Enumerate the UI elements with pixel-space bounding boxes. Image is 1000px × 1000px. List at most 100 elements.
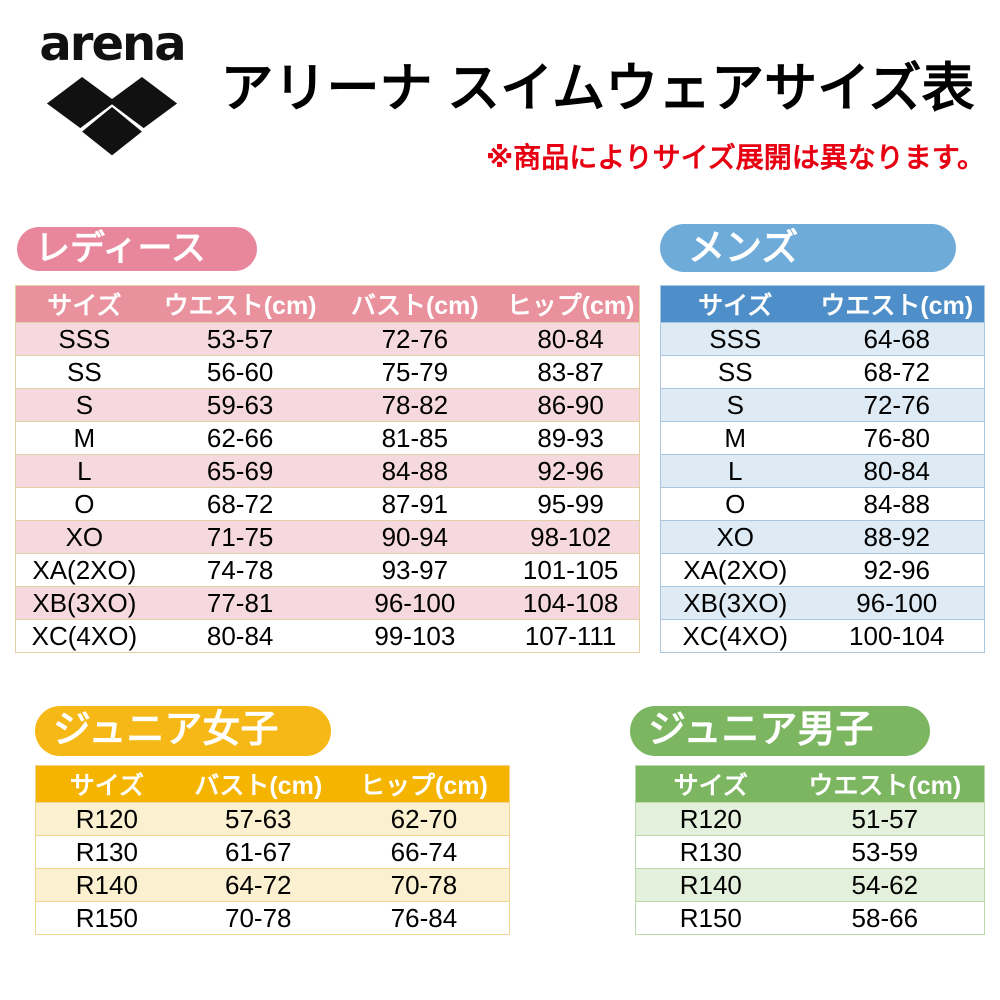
table-cell: 81-85 <box>327 421 503 455</box>
table-cell: XC(4XO) <box>660 619 810 653</box>
table-cell: 93-97 <box>327 553 503 587</box>
table-cell: R150 <box>635 901 786 935</box>
table-row: XC(4XO) 80-84 99-103 107-111 <box>15 619 640 653</box>
column-header: ウエスト(cm) <box>809 285 985 323</box>
table-cell: M <box>660 421 810 455</box>
column-header: サイズ <box>660 285 810 323</box>
table-row: XO 88-92 <box>660 520 985 554</box>
table-cell: SSS <box>15 322 153 356</box>
table-cell: 59-63 <box>152 388 328 422</box>
ladies-badge: レディース <box>17 227 257 271</box>
table-cell: 51-57 <box>785 802 985 836</box>
table-cell: SS <box>15 355 153 389</box>
column-header: ウエスト(cm) <box>785 765 985 803</box>
table-row: M 76-80 <box>660 421 985 455</box>
table-cell: 96-100 <box>809 586 985 620</box>
ladies-size-table: サイズ ウエスト(cm) バスト(cm) ヒップ(cm) SSS 53-57 72-76 80… <box>15 285 640 653</box>
table-cell: 71-75 <box>152 520 328 554</box>
table-row: R150 70-78 76-84 <box>35 901 510 935</box>
table-cell: XB(3XO) <box>660 586 810 620</box>
table-row: R120 57-63 62-70 <box>35 802 510 836</box>
table-cell: 101-105 <box>502 553 640 587</box>
table-cell: 99-103 <box>327 619 503 653</box>
table-cell: S <box>15 388 153 422</box>
table-cell: 104-108 <box>502 586 640 620</box>
table-cell: 84-88 <box>327 454 503 488</box>
table-cell: 57-63 <box>177 802 339 836</box>
junior-boys-size-table: サイズ ウエスト(cm) R120 51-57 R130 53-59 R140 54-62 R1… <box>635 765 985 935</box>
table-cell: XB(3XO) <box>15 586 153 620</box>
table-cell: 74-78 <box>152 553 328 587</box>
table-cell: R130 <box>635 835 786 869</box>
table-cell: R140 <box>635 868 786 902</box>
table-cell: XC(4XO) <box>15 619 153 653</box>
table-cell: 98-102 <box>502 520 640 554</box>
table-cell: 72-76 <box>327 322 503 356</box>
table-row: L 65-69 84-88 92-96 <box>15 454 640 488</box>
table-cell: SSS <box>660 322 810 356</box>
table-cell: 89-93 <box>502 421 640 455</box>
table-cell: 107-111 <box>502 619 640 653</box>
table-row: XB(3XO) 96-100 <box>660 586 985 620</box>
table-cell: R120 <box>635 802 786 836</box>
table-row: R140 64-72 70-78 <box>35 868 510 902</box>
table-cell: 64-68 <box>809 322 985 356</box>
table-row: XC(4XO) 100-104 <box>660 619 985 653</box>
table-cell: 70-78 <box>177 901 339 935</box>
table-row: SS 56-60 75-79 83-87 <box>15 355 640 389</box>
table-cell: L <box>660 454 810 488</box>
table-cell: XO <box>15 520 153 554</box>
junior-girls-badge: ジュニア女子 <box>35 706 331 756</box>
table-row: R140 54-62 <box>635 868 985 902</box>
table-cell: 92-96 <box>809 553 985 587</box>
table-cell: 78-82 <box>327 388 503 422</box>
table-row: XA(2XO) 92-96 <box>660 553 985 587</box>
table-cell: 58-66 <box>785 901 985 935</box>
table-row: S 59-63 78-82 86-90 <box>15 388 640 422</box>
column-header: サイズ <box>15 285 153 323</box>
table-row: S 72-76 <box>660 388 985 422</box>
header-row: サイズ ウエスト(cm) バスト(cm) ヒップ(cm) <box>15 285 640 323</box>
table-cell: 75-79 <box>327 355 503 389</box>
table-cell: 88-92 <box>809 520 985 554</box>
table-cell: 54-62 <box>785 868 985 902</box>
table-cell: 62-70 <box>338 802 510 836</box>
table-cell: R140 <box>35 868 178 902</box>
table-cell: 56-60 <box>152 355 328 389</box>
table-row: XO 71-75 90-94 98-102 <box>15 520 640 554</box>
table-row: R150 58-66 <box>635 901 985 935</box>
arena-logo-mark-icon <box>46 77 178 156</box>
table-cell: 68-72 <box>809 355 985 389</box>
table-cell: 80-84 <box>809 454 985 488</box>
size-note: ※商品によりサイズ展開は異なります。 <box>485 142 985 173</box>
table-cell: M <box>15 421 153 455</box>
table-cell: SS <box>660 355 810 389</box>
table-cell: 68-72 <box>152 487 328 521</box>
header-row: サイズ ウエスト(cm) <box>635 765 985 803</box>
table-row: XB(3XO) 77-81 96-100 104-108 <box>15 586 640 620</box>
table-cell: R150 <box>35 901 178 935</box>
table-row: SSS 64-68 <box>660 322 985 356</box>
table-cell: 64-72 <box>177 868 339 902</box>
table-cell: 80-84 <box>502 322 640 356</box>
table-row: SS 68-72 <box>660 355 985 389</box>
table-row: XA(2XO) 74-78 93-97 101-105 <box>15 553 640 587</box>
table-cell: 77-81 <box>152 586 328 620</box>
table-cell: 90-94 <box>327 520 503 554</box>
table-cell: 83-87 <box>502 355 640 389</box>
table-cell: 87-91 <box>327 487 503 521</box>
table-cell: R130 <box>35 835 178 869</box>
table-cell: 100-104 <box>809 619 985 653</box>
table-cell: O <box>660 487 810 521</box>
table-cell: 96-100 <box>327 586 503 620</box>
column-header: ウエスト(cm) <box>152 285 328 323</box>
header-row: サイズ バスト(cm) ヒップ(cm) <box>35 765 510 803</box>
table-cell: O <box>15 487 153 521</box>
mens-badge: メンズ <box>660 224 956 272</box>
table-cell: 53-57 <box>152 322 328 356</box>
junior-girls-size-table: サイズ バスト(cm) ヒップ(cm) R120 57-63 62-70 R130 61-67… <box>35 765 510 935</box>
table-cell: 53-59 <box>785 835 985 869</box>
table-cell: 80-84 <box>152 619 328 653</box>
table-cell: 65-69 <box>152 454 328 488</box>
table-cell: 76-84 <box>338 901 510 935</box>
